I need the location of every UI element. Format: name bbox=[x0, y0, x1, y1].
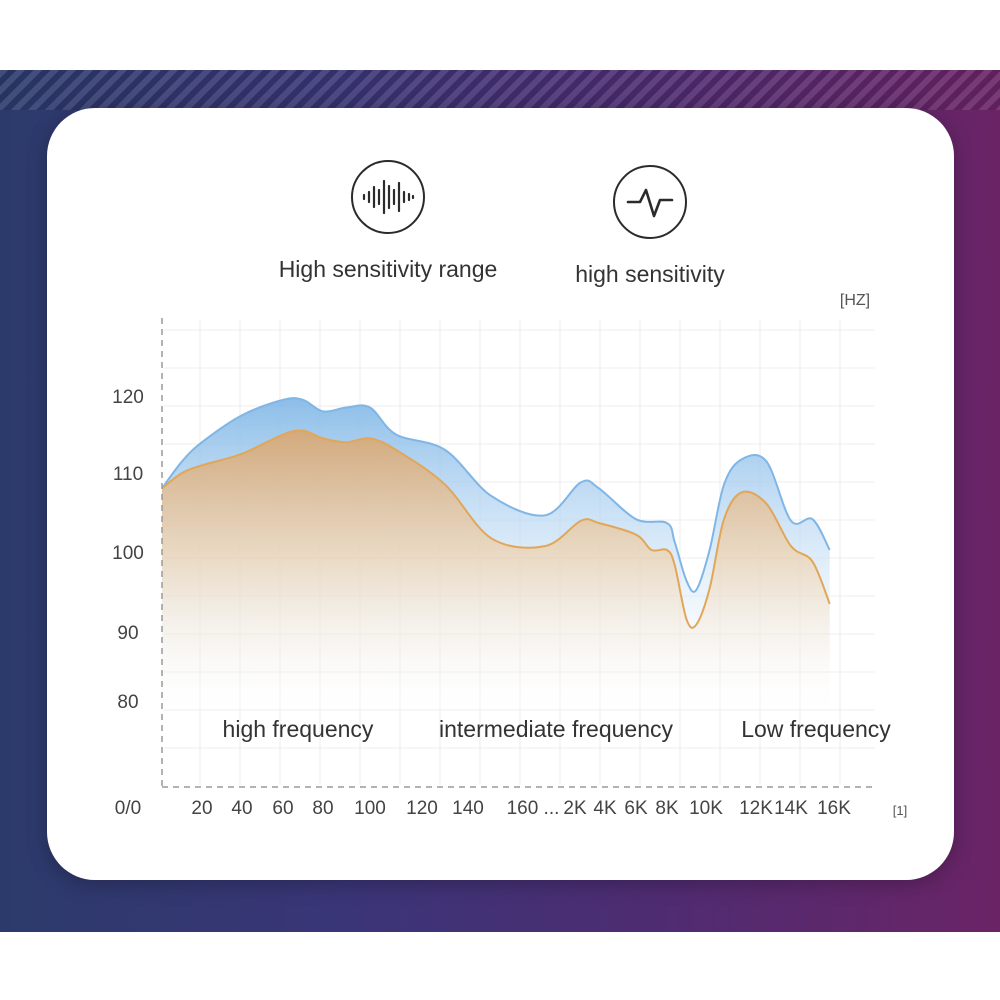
frequency-band-label: high frequency bbox=[223, 716, 374, 742]
x-unit-label: [1] bbox=[893, 803, 907, 818]
x-tick-label: 20 bbox=[191, 798, 212, 819]
y-tick-label: 110 bbox=[113, 464, 143, 485]
origin-label: 0/0 bbox=[115, 798, 141, 819]
x-tick-label: 2K bbox=[563, 798, 587, 819]
y-tick-label: 120 bbox=[112, 387, 144, 408]
feature-label: High sensitivity range bbox=[278, 256, 498, 282]
y-tick-label: 80 bbox=[117, 692, 138, 713]
x-tick-label: 120 bbox=[406, 798, 438, 819]
x-tick-label: 4K bbox=[593, 798, 617, 819]
x-tick-label: 40 bbox=[231, 798, 252, 819]
x-tick-label: 160 ... bbox=[507, 798, 560, 819]
x-tick-label: 12K bbox=[739, 798, 773, 819]
x-tick-label: 16K bbox=[817, 798, 851, 819]
feature-label: high sensitivity bbox=[575, 261, 725, 287]
y-tick-label: 90 bbox=[117, 623, 138, 644]
unit-label: [HZ] bbox=[840, 292, 870, 309]
feature-high-sensitivity: high sensitivity bbox=[540, 165, 760, 288]
sound-wave-icon bbox=[351, 160, 425, 234]
x-tick-label: 80 bbox=[312, 798, 333, 819]
x-tick-label: 100 bbox=[354, 798, 386, 819]
series-line-1 bbox=[161, 397, 831, 593]
series-line-2 bbox=[161, 429, 831, 629]
feature-high-sensitivity-range: High sensitivity range bbox=[268, 160, 508, 283]
x-tick-label: 6K bbox=[624, 798, 648, 819]
frequency-band-label: Low frequency bbox=[741, 716, 891, 742]
series-area-2 bbox=[162, 430, 830, 720]
frequency-band-label: intermediate frequency bbox=[439, 716, 673, 742]
x-tick-label: 14K bbox=[774, 798, 808, 819]
pulse-wave-icon bbox=[613, 165, 687, 239]
x-tick-label: 10K bbox=[689, 798, 723, 819]
x-tick-label: 140 bbox=[452, 798, 484, 819]
x-tick-label: 60 bbox=[272, 798, 293, 819]
x-tick-label: 8K bbox=[655, 798, 679, 819]
y-tick-label: 100 bbox=[112, 543, 144, 564]
